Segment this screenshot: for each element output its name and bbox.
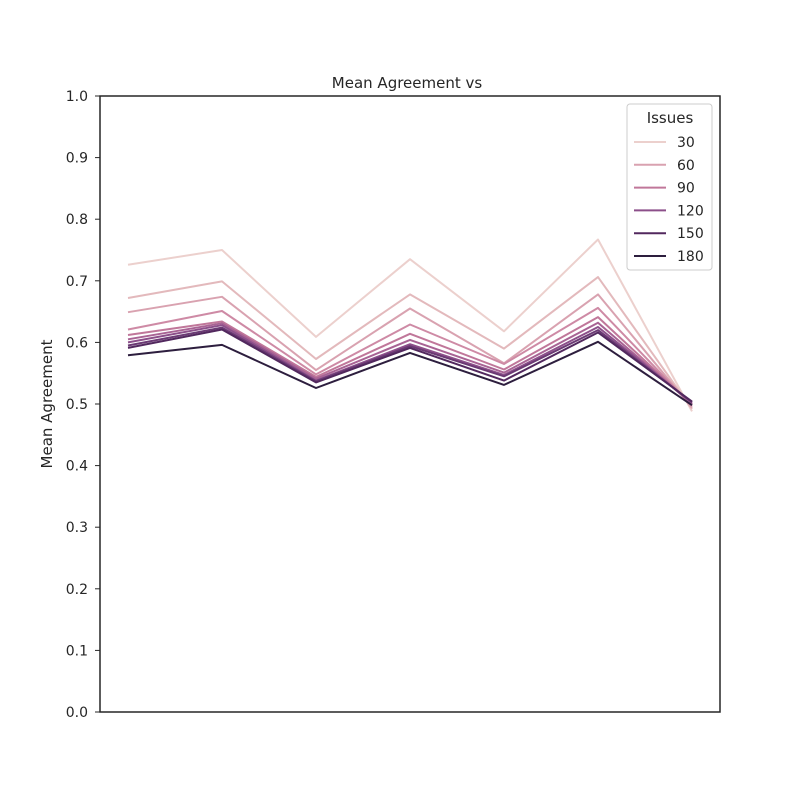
- legend: Issues 30 60 90 120 150 180: [626, 103, 713, 271]
- series-line-2: [127, 293, 693, 409]
- y-tick-label: 0.5: [66, 397, 88, 413]
- y-tick-label: 0.8: [66, 212, 88, 228]
- legend-items: 30 60 90 120 150 180: [634, 135, 704, 265]
- series-line-3: [127, 306, 693, 407]
- series-line-5: [127, 321, 693, 405]
- y-tick-label: 0.2: [66, 582, 88, 598]
- legend-label-150: 150: [677, 226, 704, 242]
- series-line-1: [127, 276, 693, 410]
- y-tick-label: 1.0: [66, 89, 88, 105]
- series-line-9: [127, 340, 693, 407]
- series-line-0: [127, 238, 693, 412]
- y-tick-label: 0.1: [66, 643, 88, 659]
- y-axis-ticks: 0.0 0.1 0.2 0.3 0.4 0.5 0.6 0.7 0.8 0.9 1.0: [66, 89, 100, 721]
- plot-frame: [99, 95, 721, 713]
- y-tick-label: 0.7: [66, 274, 88, 290]
- series-line-7: [127, 326, 693, 403]
- y-tick-label: 0.6: [66, 335, 88, 351]
- y-tick-label: 0.4: [66, 459, 88, 475]
- legend-box: [626, 103, 713, 271]
- y-tick-label: 0.0: [66, 705, 88, 721]
- legend-label-90: 90: [677, 181, 695, 197]
- series-line-6: [127, 324, 693, 404]
- y-tick-label: 0.9: [66, 151, 88, 167]
- series-line-4: [127, 316, 693, 406]
- legend-label-60: 60: [677, 158, 695, 174]
- legend-label-120: 120: [677, 203, 704, 219]
- legend-label-30: 30: [677, 135, 695, 151]
- series-lines: [127, 238, 693, 412]
- legend-label-180: 180: [677, 249, 704, 265]
- chart-title: Mean Agreement vs: [332, 74, 483, 92]
- series-line-8: [127, 328, 693, 403]
- y-tick-label: 0.3: [66, 520, 88, 536]
- legend-title: Issues: [647, 109, 694, 127]
- y-axis-label: Mean Agreement: [38, 339, 56, 468]
